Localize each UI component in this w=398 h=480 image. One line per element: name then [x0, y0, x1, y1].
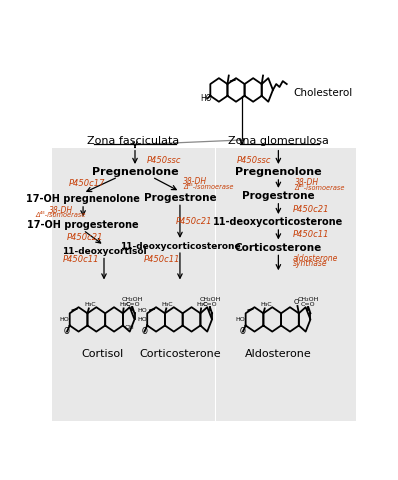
- Text: 11-deoxycortisol: 11-deoxycortisol: [62, 247, 146, 256]
- Text: CH₂OH: CH₂OH: [298, 298, 319, 302]
- Text: synthase: synthase: [293, 260, 328, 268]
- Text: 11-deoxycorticosterone: 11-deoxycorticosterone: [213, 217, 343, 228]
- Bar: [217, 148, 356, 421]
- Text: P450c11: P450c11: [62, 255, 99, 264]
- Text: Corticosterone: Corticosterone: [235, 243, 322, 253]
- Text: C=O: C=O: [203, 302, 217, 307]
- Text: Cortisol: Cortisol: [81, 349, 123, 359]
- Text: 17-OH progesterone: 17-OH progesterone: [27, 220, 139, 230]
- Text: H₃C: H₃C: [197, 302, 208, 307]
- Text: O: O: [240, 327, 246, 336]
- Text: P450c21: P450c21: [67, 233, 103, 242]
- Text: Δ⁴⁵-isomoerase: Δ⁴⁵-isomoerase: [295, 185, 345, 191]
- Text: CH₂OH: CH₂OH: [199, 298, 220, 302]
- Text: CH₂OH: CH₂OH: [122, 298, 143, 302]
- Text: 3β-DH: 3β-DH: [295, 178, 319, 187]
- Text: HO: HO: [201, 94, 212, 103]
- Text: OH: OH: [124, 324, 134, 330]
- Text: P450c11: P450c11: [144, 255, 180, 264]
- Text: Δ⁴⁵-isomoerase: Δ⁴⁵-isomoerase: [35, 213, 86, 218]
- Text: C=O: C=O: [301, 302, 316, 307]
- Text: 11-deoxycorticosterone: 11-deoxycorticosterone: [120, 242, 240, 251]
- Text: Pregnenolone: Pregnenolone: [92, 168, 178, 177]
- Text: H₃C: H₃C: [260, 302, 272, 307]
- Text: HO: HO: [59, 317, 69, 322]
- Text: HO: HO: [235, 317, 245, 322]
- Text: Progestrone: Progestrone: [242, 191, 315, 201]
- Text: P450ssc: P450ssc: [147, 156, 182, 165]
- Text: Aldosterone: Aldosterone: [245, 349, 312, 359]
- Text: O: O: [64, 327, 70, 336]
- Text: Corticosterone: Corticosterone: [139, 349, 221, 359]
- Text: Zona glomerulosa: Zona glomerulosa: [228, 136, 329, 146]
- Text: H₃C: H₃C: [162, 302, 174, 307]
- Text: P450c17: P450c17: [69, 179, 105, 188]
- Text: H₃C: H₃C: [119, 302, 131, 307]
- Text: 17-OH pregnenolone: 17-OH pregnenolone: [26, 194, 140, 204]
- Text: Δ⁴⁵-isomoerase: Δ⁴⁵-isomoerase: [183, 184, 234, 190]
- Text: aldosterone: aldosterone: [293, 254, 338, 263]
- Text: Pregnenolone: Pregnenolone: [235, 168, 322, 177]
- Text: O: O: [142, 327, 147, 336]
- Text: HO: HO: [137, 308, 147, 313]
- Text: P450c11: P450c11: [293, 230, 330, 239]
- Text: P450c21: P450c21: [176, 217, 212, 226]
- Text: Zona fasciculata: Zona fasciculata: [87, 136, 179, 146]
- Text: P450c21: P450c21: [293, 205, 330, 214]
- Text: O: O: [293, 300, 299, 305]
- Text: HO: HO: [137, 317, 146, 322]
- Text: P450ssc: P450ssc: [237, 156, 271, 165]
- Text: 3β-DH: 3β-DH: [183, 177, 207, 186]
- Text: C=O: C=O: [125, 302, 140, 307]
- Text: Cholesterol: Cholesterol: [293, 88, 353, 98]
- Text: 3β-DH: 3β-DH: [49, 205, 73, 215]
- Bar: [52, 148, 215, 421]
- Text: H₃C: H₃C: [84, 302, 96, 307]
- Text: Progestrone: Progestrone: [144, 193, 216, 203]
